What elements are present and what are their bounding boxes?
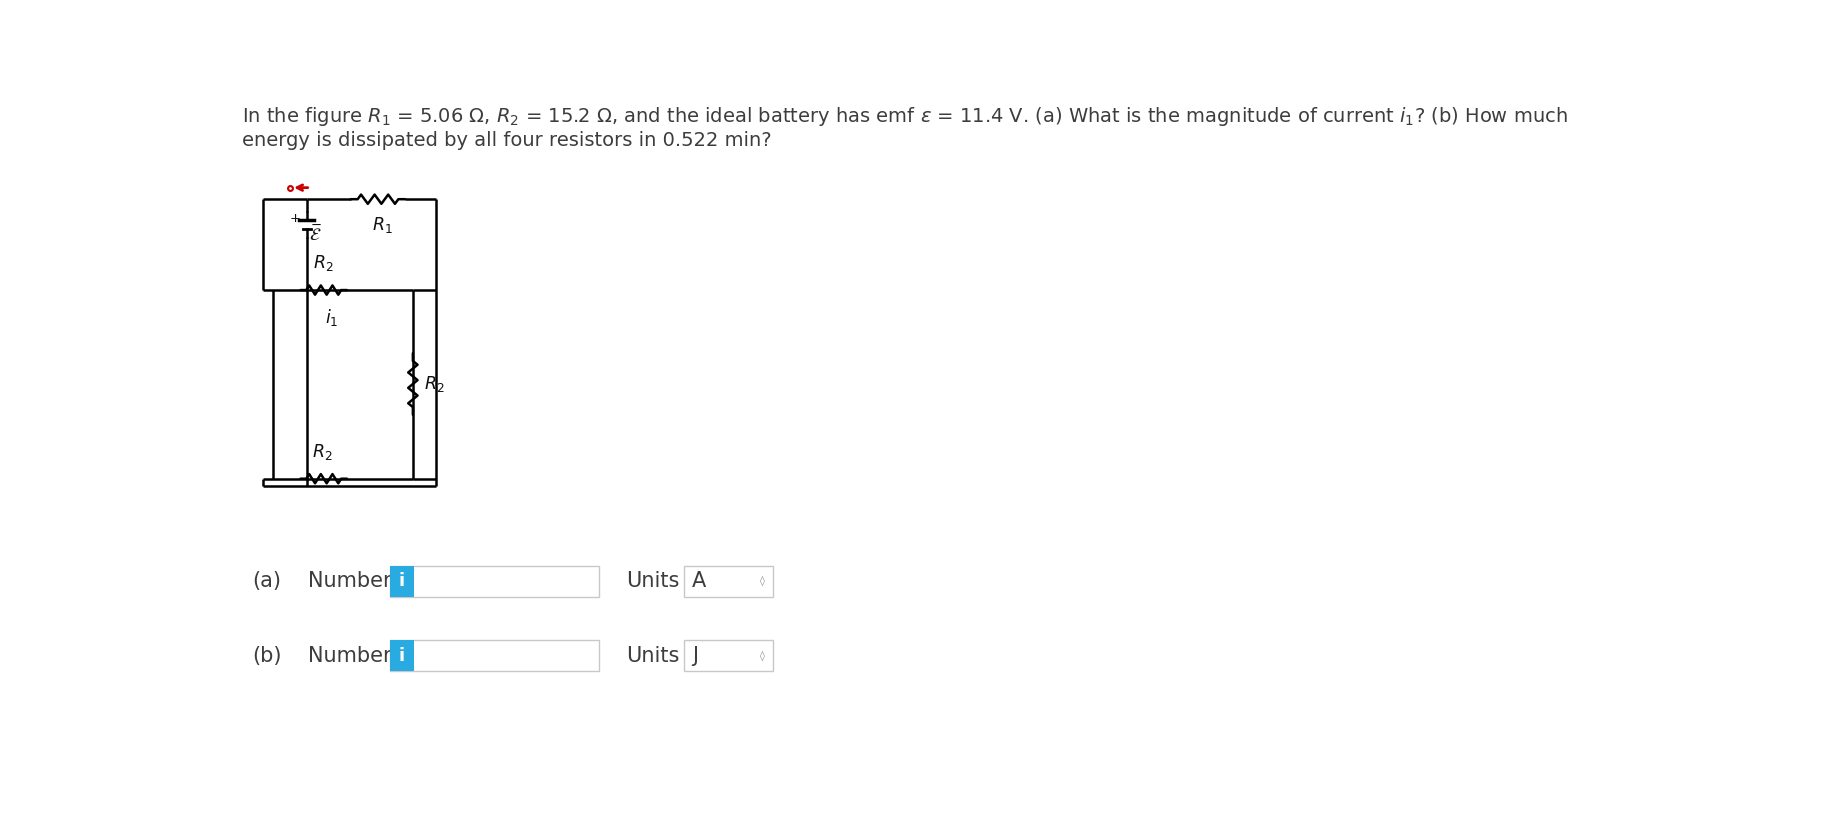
Text: Number: Number xyxy=(308,646,391,666)
Text: ◊: ◊ xyxy=(761,576,764,586)
Text: $R_2$: $R_2$ xyxy=(425,374,445,394)
Bar xyxy=(685,641,773,672)
Text: $R_2$: $R_2$ xyxy=(312,441,332,462)
Text: $\mathcal{E}$: $\mathcal{E}$ xyxy=(308,227,321,244)
Text: i: i xyxy=(399,572,404,590)
Bar xyxy=(390,641,598,672)
Text: +: + xyxy=(290,212,301,225)
Text: $R_2$: $R_2$ xyxy=(314,253,334,273)
Text: Units: Units xyxy=(626,571,679,591)
Text: In the figure $R_1$ = 5.06 $\Omega$, $R_2$ = 15.2 $\Omega$, and the ideal batter: In the figure $R_1$ = 5.06 $\Omega$, $R_… xyxy=(242,105,1567,128)
Bar xyxy=(390,566,598,597)
Text: Number: Number xyxy=(308,571,391,591)
Text: −: − xyxy=(310,219,321,232)
Text: $R_1$: $R_1$ xyxy=(371,215,391,235)
Text: i: i xyxy=(399,647,404,665)
Text: (a): (a) xyxy=(253,571,281,591)
Text: J: J xyxy=(692,646,698,666)
Bar xyxy=(685,566,773,597)
Text: Units: Units xyxy=(626,646,679,666)
Text: (b): (b) xyxy=(253,646,282,666)
Bar xyxy=(390,641,414,672)
Text: A: A xyxy=(692,571,707,591)
Text: ◊: ◊ xyxy=(761,650,764,661)
Text: $i_1$: $i_1$ xyxy=(325,307,338,328)
Text: energy is dissipated by all four resistors in 0.522 min?: energy is dissipated by all four resisto… xyxy=(242,132,772,150)
Bar xyxy=(390,566,414,597)
